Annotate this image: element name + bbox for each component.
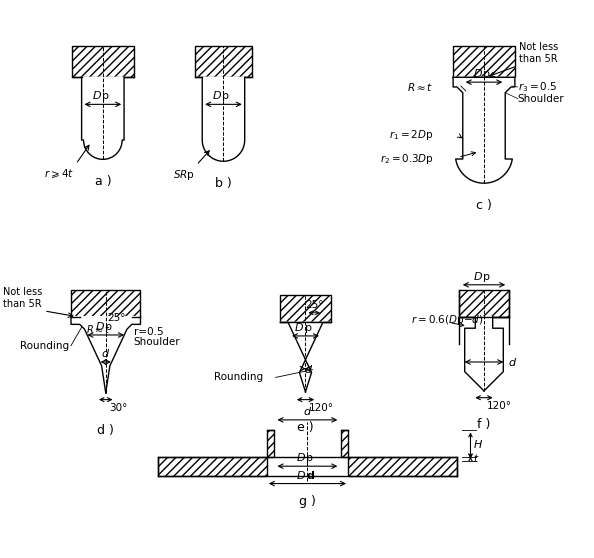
Polygon shape <box>280 295 331 323</box>
Text: a ): a ) <box>94 175 111 188</box>
Text: Rounding: Rounding <box>214 372 263 382</box>
Text: $D$: $D$ <box>95 320 105 332</box>
Text: $D$: $D$ <box>213 89 223 102</box>
Text: $R\approx t$: $R\approx t$ <box>407 81 434 93</box>
Text: d: d <box>307 470 314 480</box>
Text: $d$: $d$ <box>101 347 110 359</box>
Text: p: p <box>305 323 311 333</box>
Text: c ): c ) <box>476 199 492 211</box>
Text: Not less
than 5R: Not less than 5R <box>519 42 558 64</box>
Polygon shape <box>81 78 124 160</box>
Text: r=0.5: r=0.5 <box>134 327 163 337</box>
Text: Not less
than 5R: Not less than 5R <box>3 287 42 309</box>
Polygon shape <box>194 46 252 78</box>
Text: $r\geqslant4t$: $r\geqslant4t$ <box>44 167 74 180</box>
Polygon shape <box>453 78 515 183</box>
Text: $r_1=2D$p: $r_1=2D$p <box>389 128 434 142</box>
Text: $d$: $d$ <box>304 363 314 375</box>
Text: $SR$p: $SR$p <box>173 168 194 182</box>
Polygon shape <box>465 316 503 391</box>
Text: 30°: 30° <box>110 402 128 412</box>
Text: p: p <box>102 92 109 102</box>
Polygon shape <box>158 456 267 476</box>
Polygon shape <box>202 78 245 161</box>
Text: $D$: $D$ <box>473 270 483 282</box>
Text: $r_2=0.3D$p: $r_2=0.3D$p <box>380 152 434 166</box>
Polygon shape <box>459 290 509 316</box>
Polygon shape <box>72 46 134 78</box>
Text: e ): e ) <box>297 421 314 434</box>
Polygon shape <box>71 290 140 316</box>
Text: $D$: $D$ <box>473 68 483 79</box>
Text: t: t <box>473 454 478 464</box>
Text: $R\approx t$: $R\approx t$ <box>87 324 111 335</box>
Text: $r_3=0.5$: $r_3=0.5$ <box>518 80 557 94</box>
Polygon shape <box>341 430 348 456</box>
Text: 25°: 25° <box>108 314 126 324</box>
Text: 25°: 25° <box>305 300 323 310</box>
Text: 120°: 120° <box>308 403 333 413</box>
Text: H: H <box>473 440 482 450</box>
Text: d ): d ) <box>97 424 114 437</box>
Text: p: p <box>483 69 490 79</box>
Text: $r=0.6(D$p$-d)$: $r=0.6(D$p$-d)$ <box>410 314 483 328</box>
Text: 120°: 120° <box>487 401 512 411</box>
Polygon shape <box>280 323 331 392</box>
Text: p: p <box>307 453 314 463</box>
Text: b ): b ) <box>215 177 232 190</box>
Polygon shape <box>348 456 457 476</box>
Text: p: p <box>483 272 490 282</box>
Text: p: p <box>223 92 229 102</box>
Text: $d$: $d$ <box>303 405 312 417</box>
Text: Shoulder: Shoulder <box>518 94 564 104</box>
Polygon shape <box>71 316 140 393</box>
Text: Rounding: Rounding <box>20 340 69 350</box>
Text: Shoulder: Shoulder <box>134 336 181 347</box>
Text: p: p <box>105 322 112 332</box>
Polygon shape <box>453 46 515 78</box>
Text: f ): f ) <box>478 418 491 431</box>
Polygon shape <box>267 430 274 456</box>
Text: $D$: $D$ <box>296 469 307 480</box>
Text: $D$: $D$ <box>295 321 305 333</box>
Text: g ): g ) <box>299 495 316 508</box>
Text: $D$: $D$ <box>92 89 102 102</box>
Text: $D$: $D$ <box>296 451 307 463</box>
Text: $d$: $d$ <box>508 356 517 368</box>
